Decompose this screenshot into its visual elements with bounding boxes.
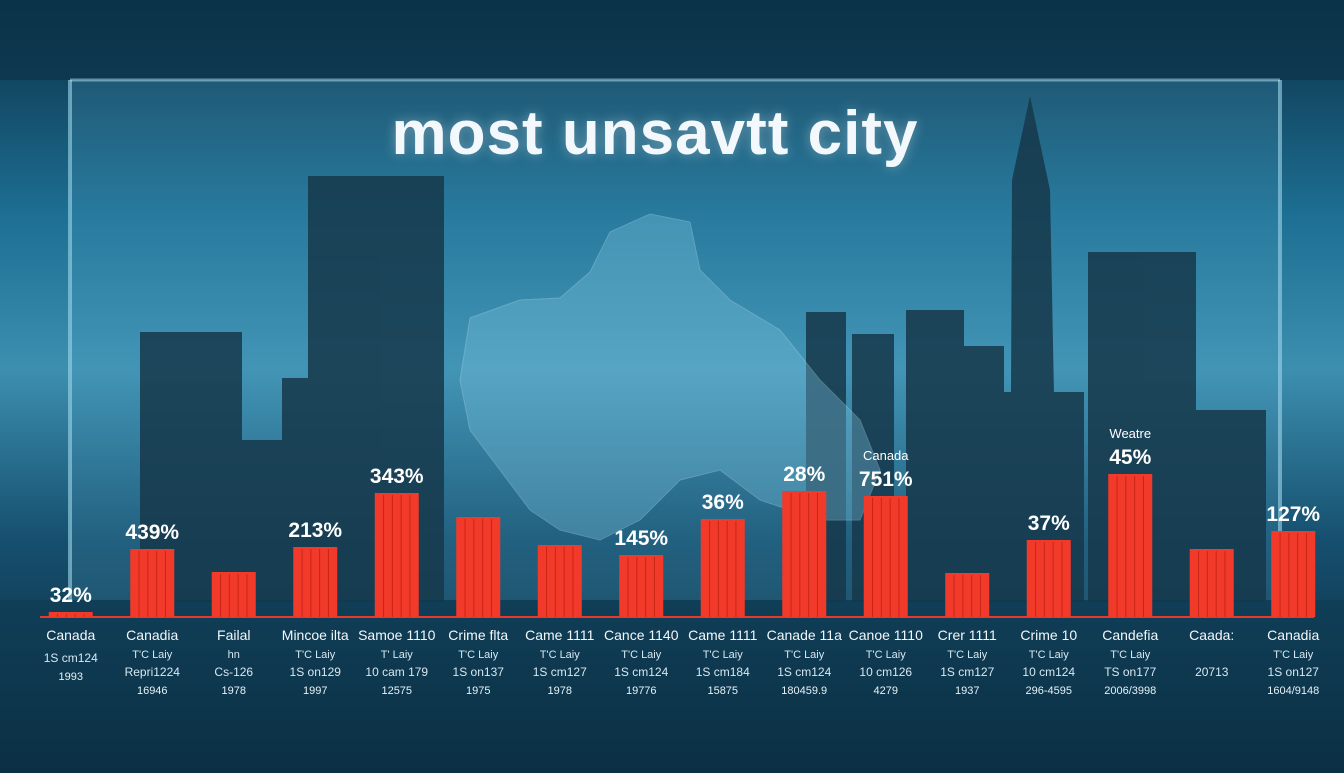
- category-label-12-1: T'C Laiy: [1029, 649, 1069, 661]
- category-label-10-1: T'C Laiy: [866, 649, 906, 661]
- value-label-1: 439%: [125, 521, 179, 544]
- category-label-3-2: 1S on129: [290, 665, 342, 679]
- category-label-8-1: T'C Laiy: [703, 649, 743, 661]
- category-label-10-3: 4279: [874, 685, 898, 697]
- category-label-2-2: Cs-126: [214, 665, 253, 679]
- bar-1: [130, 549, 175, 617]
- category-label-10-0: Canoe 1110: [849, 627, 923, 643]
- category-label-14-0: Caada:: [1189, 627, 1234, 643]
- category-label-10-2: 10 cm126: [859, 665, 912, 679]
- bar-3: [293, 547, 338, 617]
- category-label-15-0: Canadia: [1267, 627, 1319, 643]
- category-label-9-3: 180459.9: [781, 685, 827, 697]
- bar-10: [863, 496, 908, 617]
- bar-8: [700, 519, 745, 617]
- bar-14: [1189, 549, 1234, 617]
- category-label-7-2: 1S cm124: [614, 665, 668, 679]
- category-label-11-3: 1937: [955, 685, 979, 697]
- category-label-8-2: 1S cm184: [696, 665, 750, 679]
- category-label-13-3: 2006/3998: [1104, 685, 1156, 697]
- category-label-13-1: T'C Laiy: [1110, 649, 1150, 661]
- value-label-15: 127%: [1266, 503, 1320, 526]
- chart-title: most unsavtt city: [391, 99, 919, 168]
- category-label-6-0: Came 1111: [525, 627, 594, 643]
- annotation-1: Weatre: [1109, 426, 1151, 441]
- category-extra-label-1: 1993: [59, 671, 83, 683]
- category-label-8-3: 15875: [707, 685, 738, 697]
- category-label-3-1: T'C Laiy: [295, 649, 335, 661]
- value-label-4: 343%: [370, 465, 424, 488]
- category-label-9-1: T'C Laiy: [784, 649, 824, 661]
- category-label-6-1: T'C Laiy: [540, 649, 580, 661]
- category-label-4-2: 10 cam 179: [365, 665, 428, 679]
- category-label-11-2: 1S cm127: [940, 665, 994, 679]
- category-label-15-3: 1604/9148: [1267, 685, 1319, 697]
- category-label-3-3: 1997: [303, 685, 327, 697]
- category-label-2-1: hn: [228, 649, 240, 661]
- category-label-3-0: Mincoe ilta: [282, 627, 349, 643]
- category-label-1-0: Canadia: [126, 627, 178, 643]
- category-label-13-0: Candefia: [1102, 627, 1158, 643]
- bar-6: [537, 545, 582, 617]
- bar-15: [1271, 531, 1316, 617]
- category-label-9-0: Canade 11a: [767, 627, 842, 643]
- category-label-12-2: 10 cm124: [1022, 665, 1075, 679]
- category-label-4-1: T' Laiy: [381, 649, 414, 661]
- category-label-1-1: T'C Laiy: [132, 649, 172, 661]
- bar-13: [1108, 474, 1153, 617]
- value-label-9: 28%: [783, 463, 825, 486]
- bar-12: [1026, 540, 1071, 617]
- category-label-11-1: T'C Laiy: [947, 649, 987, 661]
- value-label-10: 751%: [859, 468, 913, 491]
- category-extra-label-0: 1S cm124: [44, 651, 98, 665]
- bar-4: [374, 493, 419, 617]
- category-label-7-3: 19776: [626, 685, 657, 697]
- category-label-6-2: 1S cm127: [533, 665, 587, 679]
- category-label-2-0: Failal: [217, 627, 250, 643]
- category-label-7-0: Cance 1140: [604, 627, 679, 643]
- value-label-3: 213%: [288, 519, 342, 542]
- bar-7: [619, 555, 664, 617]
- category-label-0-0: Canada: [46, 627, 95, 643]
- bar-0: [48, 612, 93, 617]
- category-label-5-0: Crime flta: [448, 627, 508, 643]
- category-label-12-3: 296-4595: [1026, 685, 1073, 697]
- category-label-4-3: 12575: [381, 685, 412, 697]
- category-label-14-2: 20713: [1195, 665, 1229, 679]
- category-label-1-3: 16946: [137, 685, 168, 697]
- category-label-5-1: T'C Laiy: [458, 649, 498, 661]
- category-label-12-0: Crime 10: [1020, 627, 1077, 643]
- category-label-5-3: 1975: [466, 685, 490, 697]
- value-label-12: 37%: [1028, 512, 1070, 535]
- category-label-15-2: 1S on127: [1268, 665, 1320, 679]
- value-label-8: 36%: [702, 491, 744, 514]
- category-label-13-2: TS on177: [1104, 665, 1156, 679]
- category-label-15-1: T'C Laiy: [1273, 649, 1313, 661]
- value-label-0: 32%: [50, 584, 92, 607]
- value-label-13: 45%: [1109, 446, 1151, 469]
- category-label-11-0: Crer 1111: [938, 627, 997, 643]
- bar-11: [945, 573, 990, 617]
- bar-2: [211, 572, 256, 617]
- category-label-6-3: 1978: [548, 685, 572, 697]
- category-label-7-1: T'C Laiy: [621, 649, 661, 661]
- bar-9: [782, 491, 827, 617]
- category-label-9-2: 1S cm124: [777, 665, 831, 679]
- category-label-1-2: Repri1224: [125, 665, 181, 679]
- value-label-7: 145%: [614, 527, 668, 550]
- category-label-8-0: Came 1111: [688, 627, 757, 643]
- category-label-5-2: 1S on137: [453, 665, 505, 679]
- annotation-0: Canada: [863, 448, 909, 463]
- category-label-2-3: 1978: [222, 685, 246, 697]
- bar-5: [456, 517, 501, 617]
- category-label-4-0: Samoe 1110: [358, 627, 436, 643]
